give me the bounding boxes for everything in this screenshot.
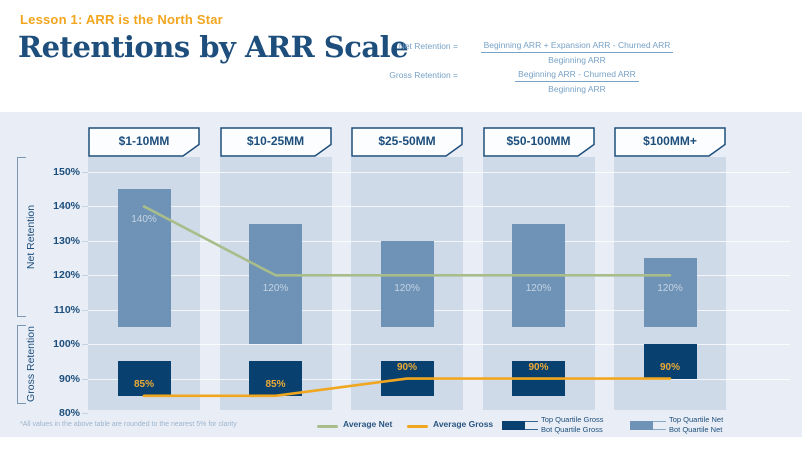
y-axis-tick-label: 120% [53, 269, 80, 282]
gross-retention-bracket-tick-bottom [17, 403, 26, 404]
net-retention-bracket [17, 157, 18, 317]
top-quartile-net-label: Top Quartile Net [669, 415, 724, 424]
gross-retention-formula: Gross Retention = Beginning ARR - Churne… [336, 69, 692, 94]
net-quartile-connector-top [653, 421, 666, 422]
gross-quartile-legend-swatch [502, 421, 525, 430]
gross-quartile-bar [643, 344, 697, 379]
page-title: Retentions by ARR Scale [18, 30, 409, 64]
gridline [88, 172, 790, 173]
net-quartile-connector-bottom [653, 429, 666, 430]
y-axis-tick-label: 130% [53, 234, 80, 247]
gross-bar-value-label: 85% [133, 378, 154, 390]
average-net-legend-label: Average Net [343, 419, 393, 429]
category-tag-label: $10-25MM [246, 134, 305, 148]
y-axis-tick-label: 90% [58, 372, 80, 385]
category-tag-label: $25-50MM [378, 134, 436, 148]
y-axis-tick [82, 275, 88, 277]
average-gross-legend-label: Average Gross [433, 419, 494, 429]
category-tag: $25-50MM [351, 127, 463, 157]
gross-retention-bracket [17, 325, 18, 404]
axis-group-label-net: Net Retention [25, 204, 37, 270]
average-gross-legend-swatch [407, 425, 428, 428]
y-axis-tick [82, 206, 88, 208]
tag-shape [614, 127, 726, 157]
category-tag: $1-10MM [88, 127, 200, 157]
fraction-gross: Beginning ARR - Churned ARR Beginning AR… [462, 69, 692, 94]
net-bar-value-label: 140% [131, 214, 157, 226]
lesson-eyebrow: Lesson 1: ARR is the North Star [20, 12, 223, 27]
y-axis-tick-label: 140% [53, 200, 80, 213]
bot-quartile-gross-label: Bot Quartile Gross [541, 425, 603, 434]
gridline [88, 344, 790, 346]
y-axis-tick [82, 240, 88, 242]
formula-label-gross: Gross Retention = [389, 70, 458, 80]
tag-shape [88, 127, 200, 157]
formula-numerator-gross: Beginning ARR - Churned ARR [515, 69, 639, 82]
y-axis-tick-label: 80% [58, 407, 80, 419]
gross-bar-value-label: 90% [396, 361, 417, 373]
gross-retention-bracket-tick-top [17, 325, 26, 326]
net-bar-value-label: 120% [525, 283, 552, 295]
category-tag: $50-100MM [482, 127, 595, 157]
category-tag-label: $1-10MM [118, 134, 170, 148]
top-quartile-gross-label: Top Quartile Gross [541, 415, 604, 424]
tag-shape [351, 127, 463, 157]
gross-bar-value-label: 90% [659, 361, 680, 373]
category-tag: $10-25MM [219, 127, 332, 157]
tag-shape [482, 127, 595, 157]
gross-bar-value-label: 85% [265, 378, 286, 390]
y-axis-tick-label: 110% [53, 303, 80, 316]
y-axis-tick [82, 172, 88, 173]
y-axis-tick [82, 344, 88, 346]
y-axis-tick-label: 100% [53, 338, 80, 351]
net-bar-value-label: 120% [657, 283, 683, 295]
gross-quartile-connector-bottom [525, 429, 538, 430]
net-bar-value-label: 120% [394, 283, 420, 295]
net-retention-bracket-tick-bottom [17, 316, 26, 317]
net-retention-bracket-tick-top [17, 157, 26, 158]
formula-denominator-gross: Beginning ARR [548, 84, 606, 94]
gridline [88, 240, 790, 242]
formula-numerator-net: Beginning ARR + Expansion ARR - Churned … [480, 40, 674, 53]
average-net-legend-swatch [317, 425, 338, 428]
gridline [88, 309, 790, 311]
net-quartile-legend-swatch [630, 421, 653, 430]
y-axis-tick [82, 309, 88, 311]
y-axis-tick-label: 150% [53, 166, 80, 178]
tag-shape [219, 127, 332, 157]
formula-label-net: Net Retention = [398, 41, 458, 51]
fraction-net: Beginning ARR + Expansion ARR - Churned … [462, 40, 692, 65]
category-tag-label: $100MM+ [643, 134, 697, 148]
net-bar-value-label: 120% [262, 283, 289, 295]
bot-quartile-net-label: Bot Quartile Net [669, 425, 723, 434]
category-tag-label: $50-100MM [506, 134, 571, 148]
formula-denominator-net: Beginning ARR [548, 55, 606, 65]
net-quartile-bar [512, 223, 565, 327]
category-tag: $100MM+ [614, 127, 726, 157]
axis-group-label-gross: Gross Retention [25, 326, 37, 402]
gridline [88, 378, 790, 380]
net-quartile-bar [117, 189, 171, 327]
gross-bar-value-label: 90% [528, 361, 549, 373]
gridline [88, 206, 790, 208]
chart-panel: 150% 140% 130% 120% 110% 100% 90% 80% 140% 85% 120… [0, 112, 802, 437]
y-axis-tick [82, 378, 88, 380]
y-axis-tick [82, 413, 88, 414]
footnote: *All values in the above table are round… [20, 421, 237, 428]
net-retention-formula: Net Retention = Beginning ARR + Expansio… [336, 40, 692, 65]
gross-quartile-connector-top [525, 421, 538, 422]
